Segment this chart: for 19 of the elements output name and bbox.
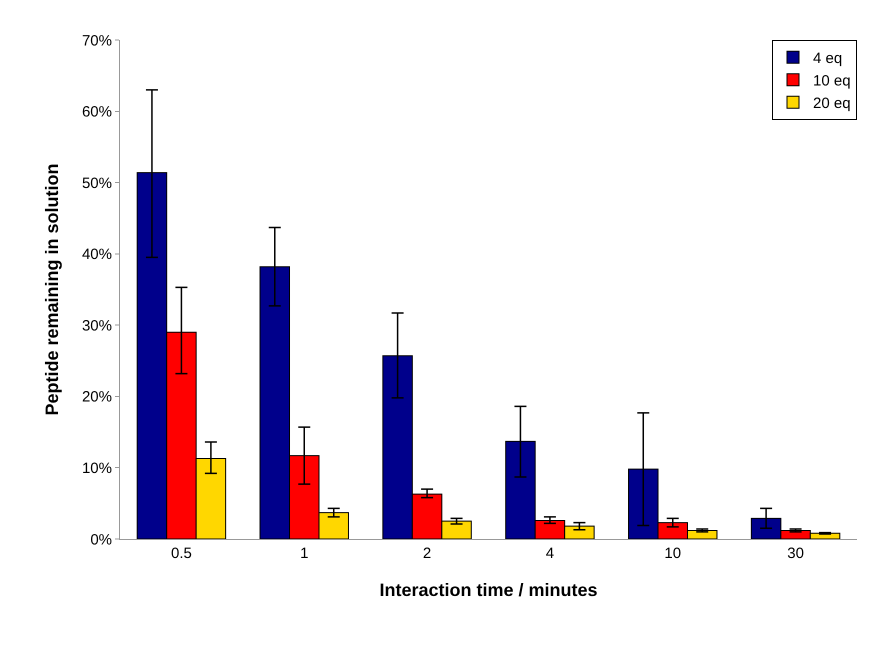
- y-tick-label: 60%: [82, 104, 112, 121]
- y-tick-label: 30%: [82, 317, 112, 334]
- y-tick-label: 40%: [82, 246, 112, 264]
- x-tick-label: 2: [422, 545, 432, 562]
- legend-label: 20 eq: [813, 95, 851, 112]
- x-tick-label: 1: [300, 545, 308, 562]
- legend-label: 4 eq: [813, 50, 842, 68]
- y-tick-label: 10%: [82, 460, 112, 477]
- y-axis-title: Peptide remaining in solution: [42, 163, 62, 416]
- x-tick-label: 10: [664, 545, 682, 562]
- y-tick-label: 70%: [82, 32, 112, 50]
- y-tick-label: 0%: [90, 531, 112, 548]
- x-tick-label: 0.5: [170, 545, 192, 562]
- x-tick-label: 4: [546, 545, 554, 562]
- y-tick-label: 20%: [82, 388, 112, 406]
- x-axis-title: Interaction time / minutes: [379, 580, 598, 600]
- legend-label: 10 eq: [813, 72, 851, 90]
- x-tick-label: 30: [787, 545, 804, 562]
- y-tick-label: 50%: [82, 174, 112, 192]
